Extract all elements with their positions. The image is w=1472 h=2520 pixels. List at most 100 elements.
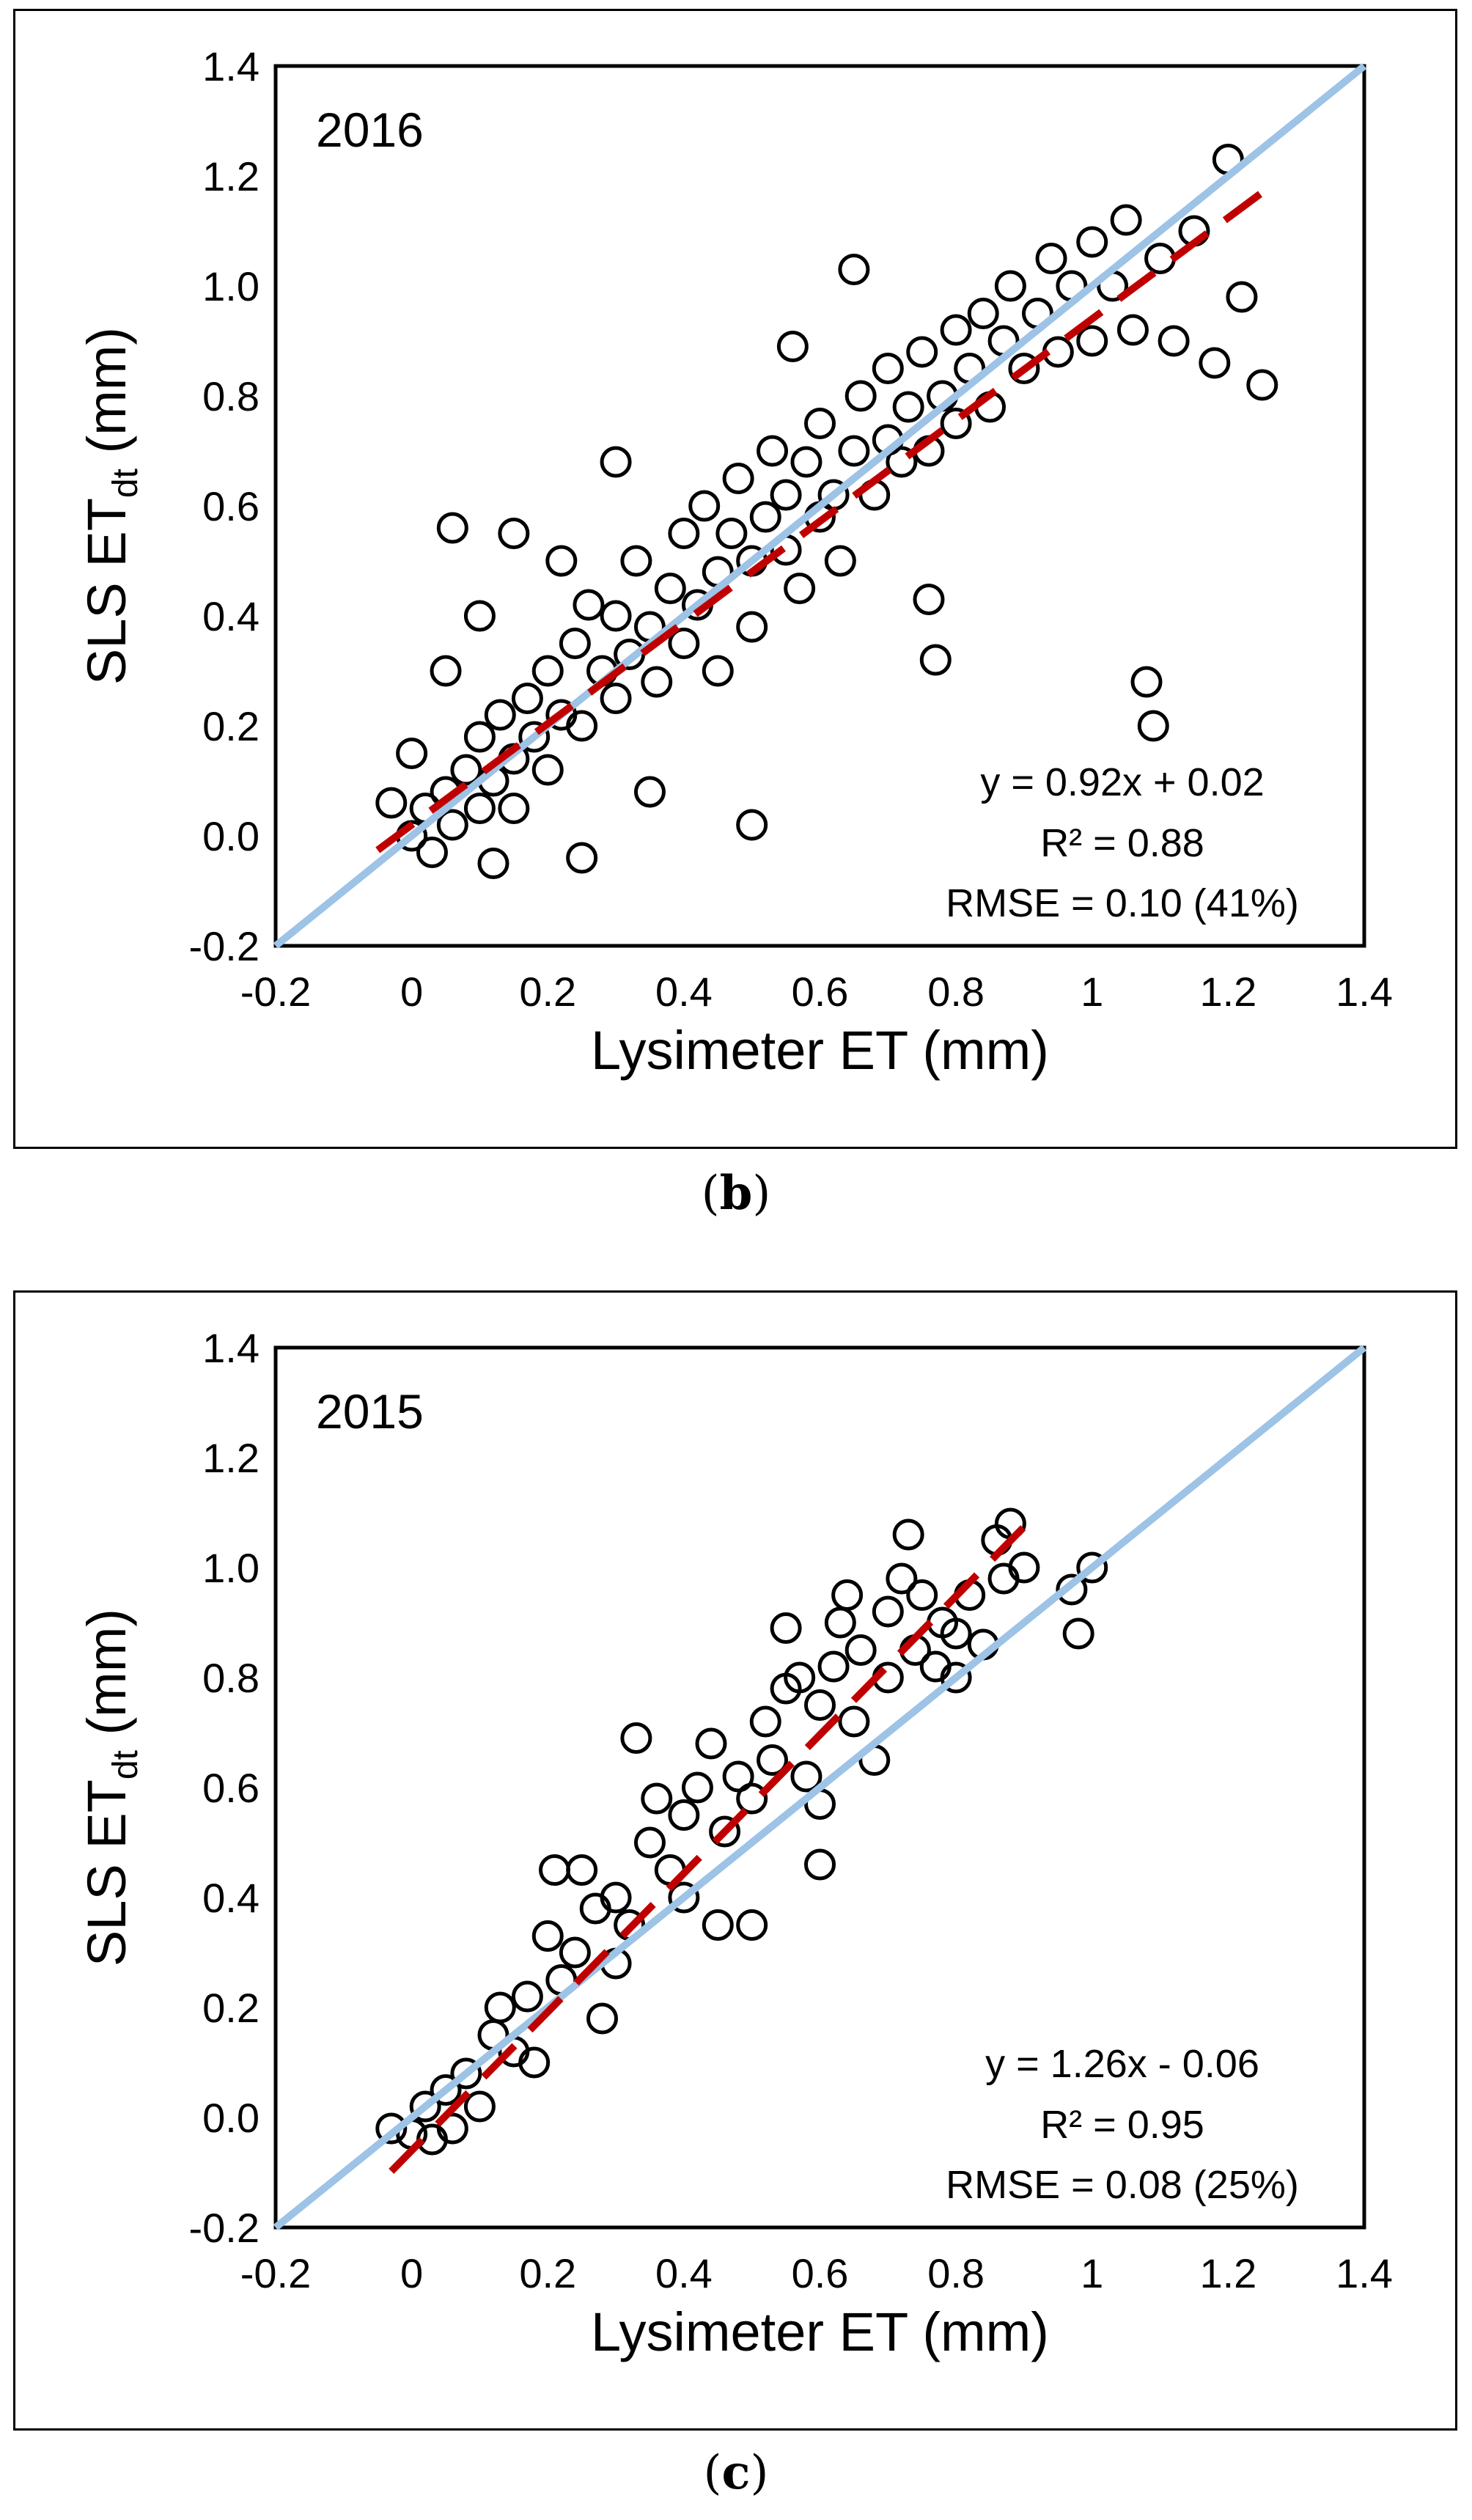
x-tick-label: 1.4 bbox=[1336, 969, 1393, 1015]
data-point bbox=[416, 837, 448, 868]
one-to-one-line bbox=[273, 1345, 1367, 2230]
x-tick-label: 0.6 bbox=[792, 969, 849, 1015]
x-tick-label: 1.4 bbox=[1336, 2250, 1393, 2296]
year-label: 2015 bbox=[316, 1384, 424, 1439]
plot-area-frame bbox=[273, 1345, 1366, 2230]
data-point bbox=[545, 545, 578, 577]
data-point bbox=[1199, 347, 1231, 379]
data-point bbox=[1076, 226, 1108, 258]
data-point bbox=[994, 270, 1026, 302]
data-point bbox=[573, 589, 605, 621]
y-axis-title-subscript: dt bbox=[106, 469, 145, 498]
data-point bbox=[450, 754, 482, 786]
caption-b-letter: b bbox=[719, 1166, 753, 1221]
data-point bbox=[633, 776, 666, 808]
scatter-plot-c: -0.2 0.0 0.2 0.4 0.6 0.8 1.0 1.2 1.4 -0.2 0 0.2 0.4 0… bbox=[76, 1325, 1393, 2362]
data-point bbox=[715, 518, 748, 549]
data-point bbox=[688, 490, 721, 522]
data-point bbox=[736, 1909, 768, 1941]
y-tick-label: 0.6 bbox=[202, 1765, 260, 1811]
data-point bbox=[940, 1617, 972, 1650]
data-point bbox=[430, 2074, 462, 2106]
data-point bbox=[620, 1722, 652, 1754]
regression-line bbox=[375, 189, 1265, 853]
year-label: 2016 bbox=[316, 103, 424, 157]
data-point bbox=[886, 1562, 918, 1595]
data-point bbox=[477, 848, 509, 879]
data-point bbox=[600, 1881, 632, 1914]
y-tick-label: 1.0 bbox=[202, 1545, 260, 1591]
y-tick-label: 0.8 bbox=[202, 1655, 260, 1701]
x-tick-label: 1.2 bbox=[1199, 969, 1256, 1015]
data-point bbox=[668, 1799, 700, 1831]
y-tick-label: -0.2 bbox=[189, 2205, 260, 2251]
y-axis-title: SLS ETdt (mm) bbox=[76, 327, 145, 685]
data-point bbox=[600, 683, 632, 714]
data-point bbox=[463, 793, 496, 824]
y-tick-label: 0.8 bbox=[202, 373, 260, 419]
data-point bbox=[450, 2057, 482, 2090]
rmse-label: RMSE = 0.10 (41%) bbox=[946, 881, 1299, 925]
data-point bbox=[749, 1705, 781, 1738]
data-point bbox=[586, 2002, 618, 2035]
y-axis-title-subscript: dt bbox=[106, 1750, 145, 1779]
y-axis-title-unit: (mm) bbox=[76, 1609, 137, 1750]
data-point bbox=[668, 628, 700, 659]
caption-c-letter: c bbox=[721, 2445, 751, 2500]
data-point bbox=[396, 738, 428, 769]
y-tick-label: 1.0 bbox=[202, 263, 260, 309]
data-point bbox=[1062, 1617, 1094, 1650]
y-tick-label: 0.4 bbox=[202, 1875, 260, 1921]
x-tick-label: 0.4 bbox=[655, 2250, 713, 2296]
y-tick-label: 0.0 bbox=[202, 813, 260, 859]
y-axis-title-main: SLS ET bbox=[76, 1779, 137, 1966]
x-tick-label: 0.8 bbox=[927, 2250, 985, 2296]
rmse-label: RMSE = 0.08 (25%) bbox=[946, 2163, 1299, 2207]
data-point bbox=[770, 479, 802, 511]
data-point bbox=[736, 611, 768, 643]
x-tick-label: -0.2 bbox=[240, 969, 312, 1015]
caption-c: (c) bbox=[703, 2445, 769, 2500]
data-point bbox=[1076, 1551, 1108, 1584]
data-point bbox=[967, 298, 999, 329]
data-point bbox=[709, 1815, 741, 1848]
x-tick-label: 1 bbox=[1081, 2250, 1103, 2296]
data-point bbox=[913, 584, 945, 615]
data-point bbox=[518, 2046, 551, 2079]
data-point bbox=[702, 1909, 734, 1941]
y-tick-label: 0.0 bbox=[202, 2095, 260, 2141]
data-point bbox=[838, 1705, 870, 1738]
data-point bbox=[375, 787, 408, 819]
data-point bbox=[430, 655, 462, 687]
data-point bbox=[498, 793, 530, 824]
data-point bbox=[600, 446, 632, 478]
y-tick-label: 0.4 bbox=[202, 593, 260, 639]
data-point bbox=[559, 1936, 591, 1969]
data-point bbox=[940, 1661, 972, 1694]
scatter-plot-b: -0.2 0.0 0.2 0.4 0.6 0.8 1.0 1.2 1.4 -0.2 0 0.2 0.4 0… bbox=[76, 43, 1393, 1081]
x-tick-label: 0.6 bbox=[792, 2250, 849, 2296]
one-to-one-line bbox=[273, 63, 1367, 949]
data-point bbox=[1035, 243, 1067, 274]
y-axis-title: SLS ETdt (mm) bbox=[76, 1609, 145, 1966]
x-tick-label: -0.2 bbox=[240, 2250, 312, 2296]
data-point bbox=[817, 1650, 850, 1683]
data-point bbox=[375, 2112, 408, 2145]
x-tick-label: 0 bbox=[400, 2250, 423, 2296]
data-point bbox=[1158, 325, 1190, 357]
data-point bbox=[600, 600, 632, 632]
r-squared-label: R² = 0.95 bbox=[1040, 2103, 1204, 2147]
data-point bbox=[702, 655, 734, 687]
x-tick-label: 0.2 bbox=[519, 969, 576, 1015]
data-point bbox=[511, 683, 543, 714]
regression-line bbox=[389, 1524, 1027, 2174]
data-point bbox=[804, 1689, 836, 1721]
data-point bbox=[1056, 1573, 1088, 1606]
data-point bbox=[409, 2090, 441, 2123]
data-point bbox=[1130, 666, 1163, 698]
data-point bbox=[518, 721, 551, 753]
plot-area-frame bbox=[273, 64, 1366, 948]
data-point bbox=[531, 754, 564, 786]
data-point bbox=[1116, 314, 1149, 346]
data-point bbox=[668, 1881, 700, 1914]
